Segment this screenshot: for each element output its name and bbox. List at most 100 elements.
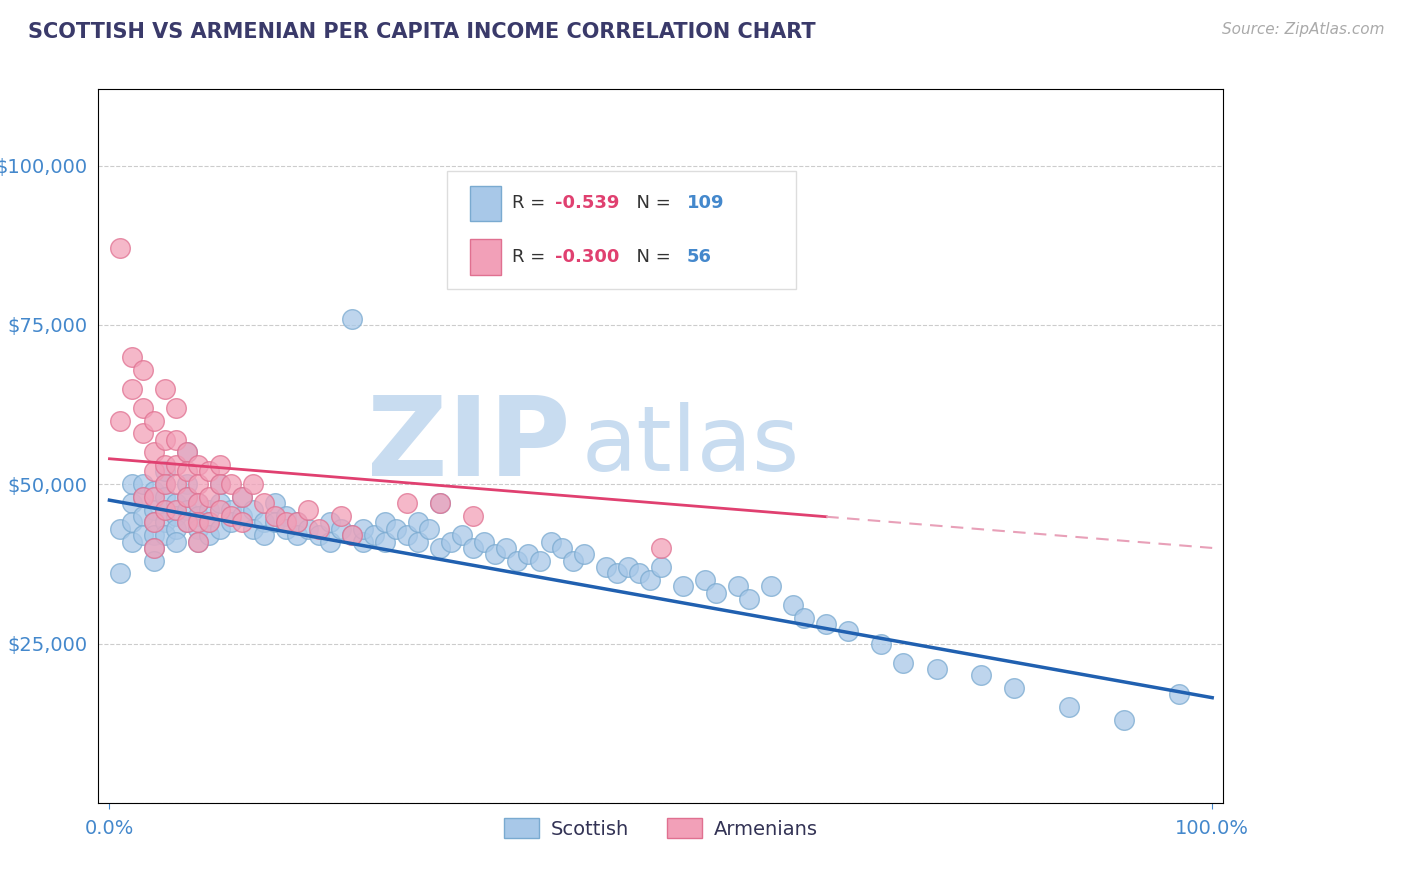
Point [187, 516, 209, 530]
Point [231, 490, 253, 504]
Point [1168, 688, 1191, 702]
Point [176, 516, 198, 530]
Point [263, 496, 285, 510]
Point [870, 636, 893, 650]
Point [374, 534, 396, 549]
Text: R =: R = [512, 248, 551, 266]
FancyBboxPatch shape [447, 171, 796, 289]
Text: R =: R = [512, 194, 551, 212]
Point [176, 516, 198, 530]
Point [165, 477, 187, 491]
Point [187, 477, 209, 491]
Point [197, 516, 219, 530]
Point [495, 541, 517, 555]
Point [463, 509, 485, 524]
Point [110, 566, 132, 581]
Point [187, 534, 209, 549]
Point [1112, 713, 1135, 727]
Point [363, 528, 385, 542]
Point [153, 528, 176, 542]
Point [153, 516, 176, 530]
Point [242, 477, 264, 491]
Point [208, 477, 231, 491]
Point [142, 541, 165, 555]
Point [208, 477, 231, 491]
Point [672, 579, 695, 593]
Point [340, 528, 363, 542]
Point [121, 496, 143, 510]
Point [131, 362, 153, 376]
Point [406, 534, 429, 549]
Point [176, 490, 198, 504]
Point [253, 516, 276, 530]
Text: 109: 109 [686, 194, 724, 212]
Point [176, 502, 198, 516]
Text: Source: ZipAtlas.com: Source: ZipAtlas.com [1222, 22, 1385, 37]
Point [704, 585, 727, 599]
Point [242, 522, 264, 536]
Point [110, 242, 132, 256]
Point [285, 516, 308, 530]
Point [131, 509, 153, 524]
Point [165, 458, 187, 472]
Point [197, 528, 219, 542]
Point [165, 401, 187, 415]
Point [219, 509, 242, 524]
Point [429, 496, 451, 510]
Point [451, 528, 474, 542]
Point [506, 554, 529, 568]
Text: 56: 56 [686, 248, 711, 266]
Point [815, 617, 838, 632]
Point [165, 502, 187, 516]
Point [176, 465, 198, 479]
Point [187, 522, 209, 536]
Point [406, 516, 429, 530]
Point [131, 401, 153, 415]
Point [219, 516, 242, 530]
Point [308, 528, 330, 542]
Point [352, 534, 374, 549]
Point [197, 516, 219, 530]
Point [319, 516, 342, 530]
Point [153, 502, 176, 516]
Point [153, 477, 176, 491]
Point [429, 496, 451, 510]
Point [263, 509, 285, 524]
Point [274, 509, 297, 524]
Point [165, 522, 187, 536]
Point [352, 522, 374, 536]
Text: -0.300: -0.300 [555, 248, 620, 266]
Point [925, 662, 948, 676]
Point [253, 528, 276, 542]
Point [187, 509, 209, 524]
Point [385, 522, 408, 536]
Point [616, 560, 638, 574]
Point [274, 522, 297, 536]
Point [627, 566, 650, 581]
Point [142, 516, 165, 530]
Text: -0.539: -0.539 [555, 194, 620, 212]
Point [219, 477, 242, 491]
Point [396, 528, 419, 542]
Point [517, 547, 540, 561]
Text: N =: N = [624, 248, 676, 266]
Point [142, 483, 165, 498]
Point [131, 477, 153, 491]
Point [308, 522, 330, 536]
Point [893, 656, 915, 670]
Point [550, 541, 572, 555]
Text: atlas: atlas [582, 402, 800, 490]
Point [1057, 700, 1080, 714]
Point [165, 496, 187, 510]
Point [231, 516, 253, 530]
Point [187, 534, 209, 549]
Point [131, 490, 153, 504]
Point [330, 522, 353, 536]
Point [837, 624, 859, 638]
Point [330, 509, 353, 524]
Point [650, 541, 672, 555]
Point [131, 528, 153, 542]
Point [693, 573, 716, 587]
Point [187, 496, 209, 510]
Point [131, 490, 153, 504]
